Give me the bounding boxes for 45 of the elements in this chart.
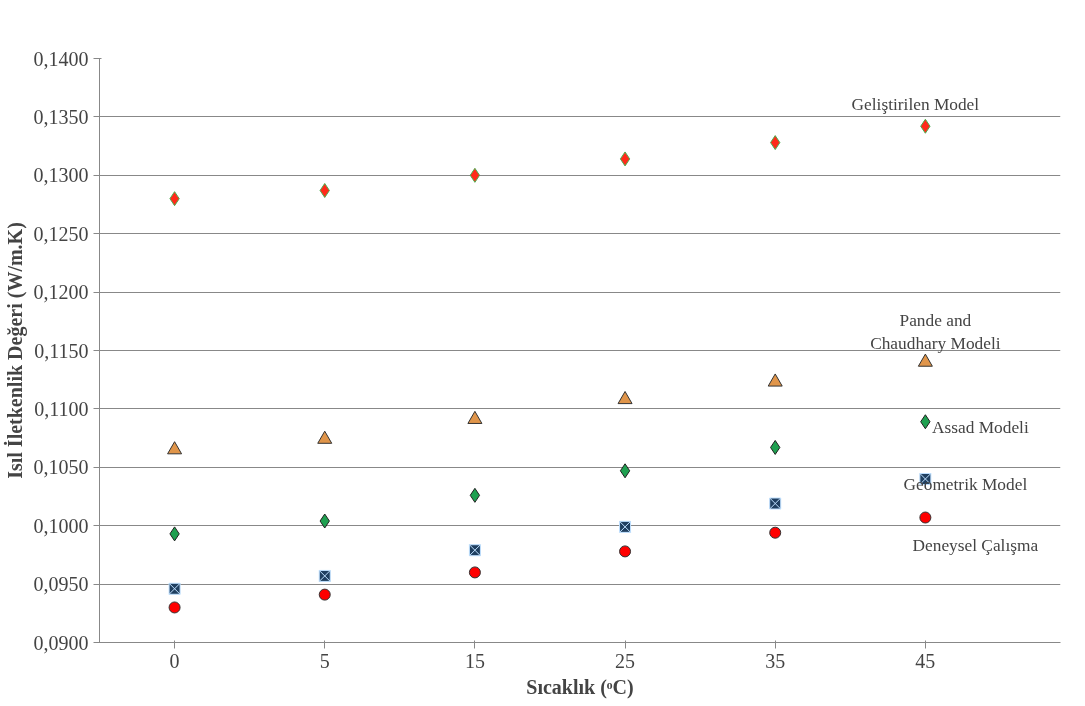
x-tick-label: 15 — [464, 649, 485, 672]
y-tick-label: 0,1400 — [33, 47, 89, 70]
x-tick-label: 25 — [615, 649, 636, 672]
point — [619, 545, 632, 558]
y-tick-label: 0,0950 — [33, 573, 89, 596]
x-tick-label: 45 — [915, 649, 936, 672]
y-tick-label: 0,1350 — [33, 105, 89, 128]
y-tick-label: 0,1200 — [33, 281, 89, 304]
point — [767, 373, 783, 387]
point — [318, 588, 331, 601]
point — [619, 463, 631, 479]
point — [919, 511, 932, 524]
series-label: Geliştirilen Model — [851, 94, 980, 114]
x-tick-label: 35 — [765, 649, 786, 672]
series-label: Geometrik Model — [903, 475, 1028, 495]
series-label: Assad Modeli — [931, 418, 1029, 438]
point — [317, 430, 333, 444]
point — [167, 441, 183, 455]
y-tick-label: 0,1150 — [34, 339, 89, 362]
point — [318, 569, 331, 582]
y-tick-label: 0,1100 — [34, 397, 89, 420]
x-tick-label: 0 — [169, 649, 180, 672]
point — [769, 497, 782, 510]
y-tick-label: 0,1300 — [33, 164, 89, 187]
point — [917, 353, 933, 367]
y-tick-label: 0,1000 — [33, 514, 89, 537]
point — [617, 390, 633, 405]
point — [168, 582, 181, 595]
point — [469, 487, 481, 503]
y-tick-label: 0,1050 — [33, 456, 89, 479]
point — [468, 544, 481, 557]
x-axis-title: Sıcaklık (ᵒC) — [526, 675, 634, 699]
y-tick-label: 0,1250 — [33, 222, 89, 245]
series-label: Pande and Chaudhary Modeli — [870, 311, 1001, 354]
point — [769, 526, 782, 539]
y-axis-title: Isıl İletkenlik Değeri (W/m.K) — [2, 222, 27, 479]
y-tick-label: 0,0900 — [33, 631, 89, 654]
series-label: Deneysel Çalışma — [912, 536, 1039, 556]
point — [619, 520, 632, 533]
point — [468, 566, 481, 579]
point — [619, 151, 631, 167]
point — [469, 167, 481, 183]
point — [467, 410, 483, 424]
point — [168, 601, 181, 614]
x-tick-label: 5 — [319, 649, 330, 672]
